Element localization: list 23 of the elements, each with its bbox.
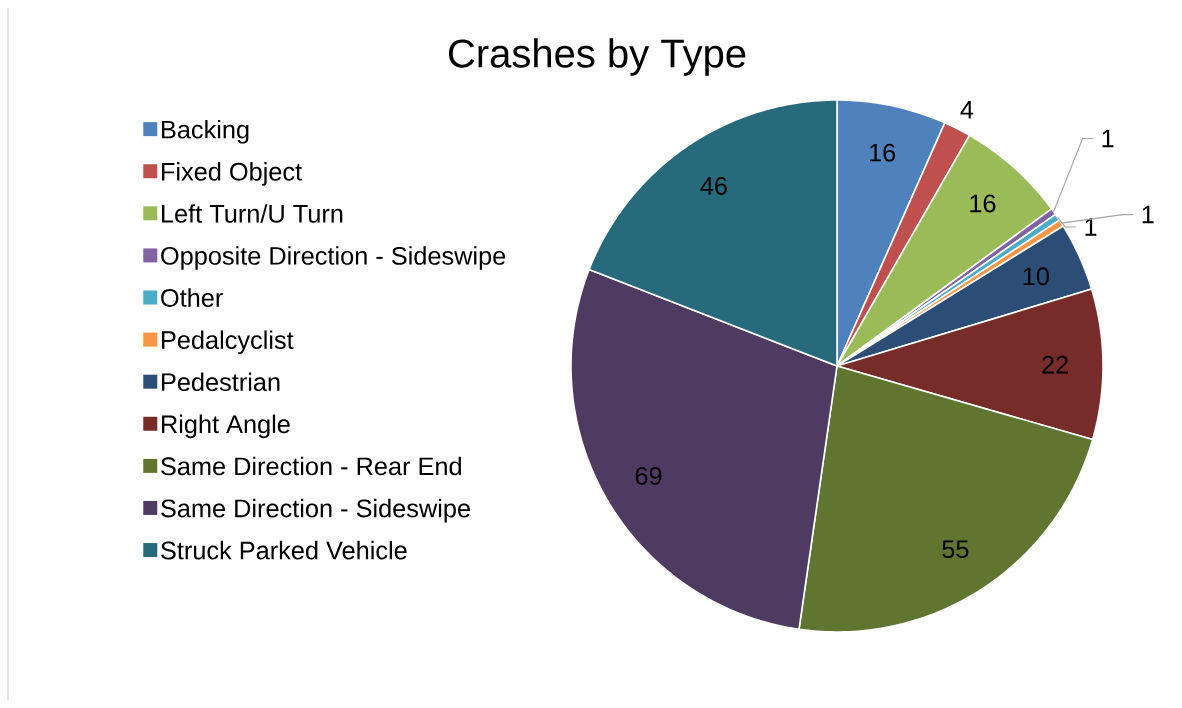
data-label: 55 xyxy=(942,540,969,559)
legend-label: Pedalcyclist xyxy=(162,330,294,355)
legend-label: Right Angle xyxy=(162,414,290,439)
data-label: 10 xyxy=(1023,267,1049,286)
data-label: 22 xyxy=(1042,355,1068,374)
legend-label: Fixed Object xyxy=(162,162,302,186)
legend-label: Other xyxy=(161,288,223,307)
data-label: 16 xyxy=(970,194,996,213)
legend-label: Pedestrian xyxy=(162,372,280,392)
legend-label: Same Direction - Rear End xyxy=(161,456,461,476)
legend-label: Same Direction - Sideswipe xyxy=(161,498,470,523)
data-label: 69 xyxy=(635,466,662,485)
chart-title: Crashes by Type xyxy=(448,38,746,76)
data-label: 1 xyxy=(1085,218,1097,236)
data-label: 4 xyxy=(960,101,974,119)
data-label: 16 xyxy=(870,143,896,162)
legend-label: Struck Parked Vehicle xyxy=(161,540,407,560)
data-label: 46 xyxy=(700,176,727,195)
legend-label: Opposite Direction - Sideswipe xyxy=(161,246,506,270)
legend-label: Left Turn/U Turn xyxy=(162,204,343,223)
data-label: 1 xyxy=(1142,205,1154,224)
legend-label: Backing xyxy=(162,119,249,144)
data-label: 1 xyxy=(1102,129,1114,148)
